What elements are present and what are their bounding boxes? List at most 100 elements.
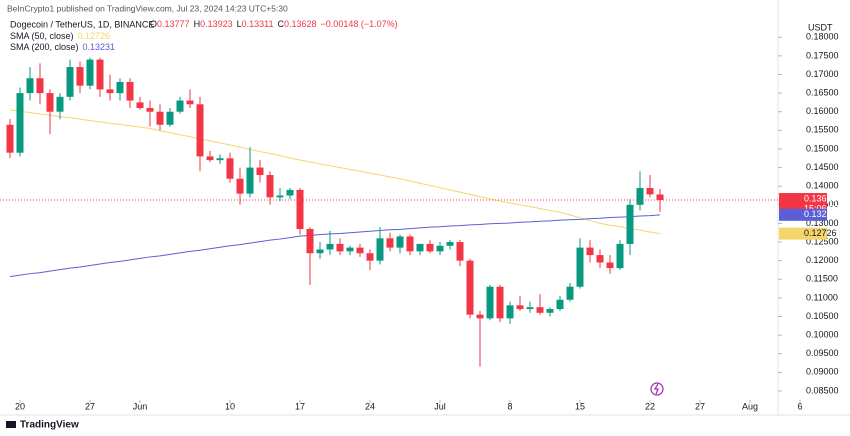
candle-body: [576, 247, 584, 287]
ohlc-value: 0.13923: [200, 19, 233, 29]
candle-body: [406, 236, 414, 252]
y-tick-label: 0.10500: [806, 311, 839, 321]
candle-body: [366, 253, 374, 261]
sma-value: 0.12726: [78, 31, 111, 41]
event-icon: [650, 382, 664, 396]
y-tick-label: 0.18000: [806, 32, 839, 42]
candle-body: [226, 158, 234, 179]
y-tick-label: 0.09000: [806, 367, 839, 377]
x-tick-label: 15: [575, 401, 585, 411]
candle-body: [66, 67, 74, 97]
candle-body: [256, 167, 264, 176]
candle-body: [236, 178, 244, 194]
sma-name: SMA (200, close): [10, 42, 79, 52]
sma-value: 0.13231: [83, 42, 116, 52]
candle-body: [436, 245, 444, 252]
sma-legend: SMA (200, close) 0.13231: [10, 42, 115, 52]
y-tick-label: 0.10000: [806, 329, 839, 339]
sma-tag: 0.13231: [804, 209, 837, 219]
y-tick-label: 0.11000: [806, 292, 838, 302]
y-tick-label: 0.12500: [806, 236, 839, 246]
y-tick-label: 0.09500: [806, 348, 839, 358]
candle-body: [526, 307, 534, 310]
candle-body: [456, 242, 464, 261]
candle-body: [316, 249, 324, 254]
candle-body: [116, 81, 124, 94]
candle-body: [376, 238, 384, 261]
countdown: 15:06:53: [804, 203, 839, 213]
sma-name: SMA (50, close): [10, 31, 74, 41]
x-tick-label: 27: [85, 401, 95, 411]
publisher: BeInCrypto1 published on TradingView.com…: [7, 3, 288, 13]
candle-body: [416, 243, 424, 252]
candle-body: [126, 81, 134, 101]
candle-body: [516, 305, 524, 310]
candle-body: [56, 96, 64, 112]
y-tick-label: 0.14500: [806, 162, 839, 172]
candle-body: [246, 167, 254, 194]
currency: USDT: [808, 22, 833, 32]
candle-body: [546, 309, 554, 313]
candle-body: [636, 188, 644, 205]
x-tick-label: 27: [695, 401, 705, 411]
candle-body: [176, 100, 184, 112]
sma-tag: 0.12726: [804, 228, 837, 238]
candle-body: [336, 243, 344, 252]
candle-body: [96, 59, 104, 90]
x-tick-label: 6: [797, 401, 802, 411]
x-tick-label: 24: [365, 401, 375, 411]
candle-body: [286, 189, 294, 196]
ohlc-key: H: [194, 19, 201, 29]
candle-body: [6, 124, 14, 153]
sma-line: [9, 109, 661, 235]
ohlc-value: 0.13777: [157, 19, 190, 29]
x-tick-label: 8: [507, 401, 512, 411]
candle-body: [16, 93, 24, 153]
y-tick-label: 0.12000: [806, 255, 839, 265]
candle-body: [26, 78, 34, 94]
candle-body: [506, 305, 514, 319]
candle-body: [626, 204, 634, 244]
chart-title: Dogecoin / TetherUS, 1D, BINANCE: [10, 19, 154, 29]
candle-body: [136, 102, 144, 109]
candle-body: [536, 307, 544, 313]
candle-body: [186, 100, 194, 105]
x-tick-label: Jun: [133, 401, 148, 411]
y-tick-label: 0.15000: [806, 143, 839, 153]
candle-body: [206, 156, 214, 161]
y-tick-label: 0.16000: [806, 106, 839, 116]
candle-body: [386, 238, 394, 248]
brand: TradingView: [20, 420, 79, 431]
y-tick-label: 0.17000: [806, 69, 839, 79]
candle-body: [46, 93, 54, 112]
candle-body: [86, 59, 94, 86]
candle-body: [196, 104, 204, 157]
x-tick-label: 22: [645, 401, 655, 411]
candle-body: [566, 286, 574, 300]
x-tick-label: 20: [15, 401, 25, 411]
candle-body: [596, 255, 604, 263]
candle-body: [276, 195, 284, 198]
ohlc-legend: O0.13777 H0.13923 L0.13311 C0.13628 −0.00148…: [150, 19, 398, 29]
ohlc-key: O: [150, 19, 157, 29]
sma-tag-box: [779, 208, 827, 221]
candle-body: [616, 243, 624, 269]
candle-body: [586, 247, 594, 256]
candle-body: [76, 67, 84, 86]
candle-body: [446, 242, 454, 246]
x-tick-label: Jul: [434, 401, 446, 411]
candle-body: [326, 243, 334, 250]
brand-logo: TradingView: [6, 420, 79, 431]
ohlc-key: C: [278, 19, 285, 29]
candle-body: [216, 158, 224, 161]
change: −0.00148 (−1.07%): [321, 19, 398, 29]
candle-body: [346, 247, 354, 252]
sma-legend: SMA (50, close) 0.12726: [10, 31, 110, 41]
y-tick-label: 0.08500: [806, 385, 839, 395]
candle-body: [296, 189, 304, 230]
x-tick-label: 10: [225, 401, 235, 411]
candle-body: [646, 188, 654, 195]
y-tick-label: 0.11500: [806, 274, 838, 284]
candle-body: [106, 89, 114, 94]
